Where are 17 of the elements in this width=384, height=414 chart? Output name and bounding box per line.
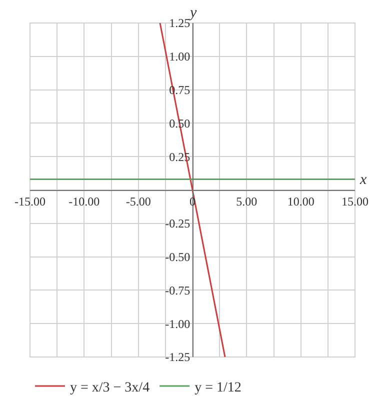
x-tick-label: 10.00 <box>287 194 314 208</box>
x-tick-label: 5.00 <box>236 194 258 208</box>
legend-label: y = 1/12 <box>194 380 242 396</box>
y-axis-title: y <box>188 5 197 21</box>
x-axis-title: x <box>359 172 367 188</box>
x-tick-label: -10.00 <box>68 194 100 208</box>
y-tick-label: -0.50 <box>165 250 190 264</box>
y-tick-label: -0.25 <box>165 216 190 231</box>
x-tick-label: -5.00 <box>126 194 151 208</box>
y-tick-label: -1.25 <box>165 350 190 364</box>
y-tick-label: -1.00 <box>165 316 190 331</box>
y-tick-label: 1.00 <box>169 50 190 64</box>
legend-label: y = x/3 − 3x/4 <box>70 380 150 396</box>
x-tick-label: 15.00 <box>342 194 368 208</box>
x-tick-label: -15.00 <box>14 194 46 208</box>
y-tick-label: 1.25 <box>169 16 190 30</box>
y-tick-label: -0.75 <box>165 283 190 298</box>
